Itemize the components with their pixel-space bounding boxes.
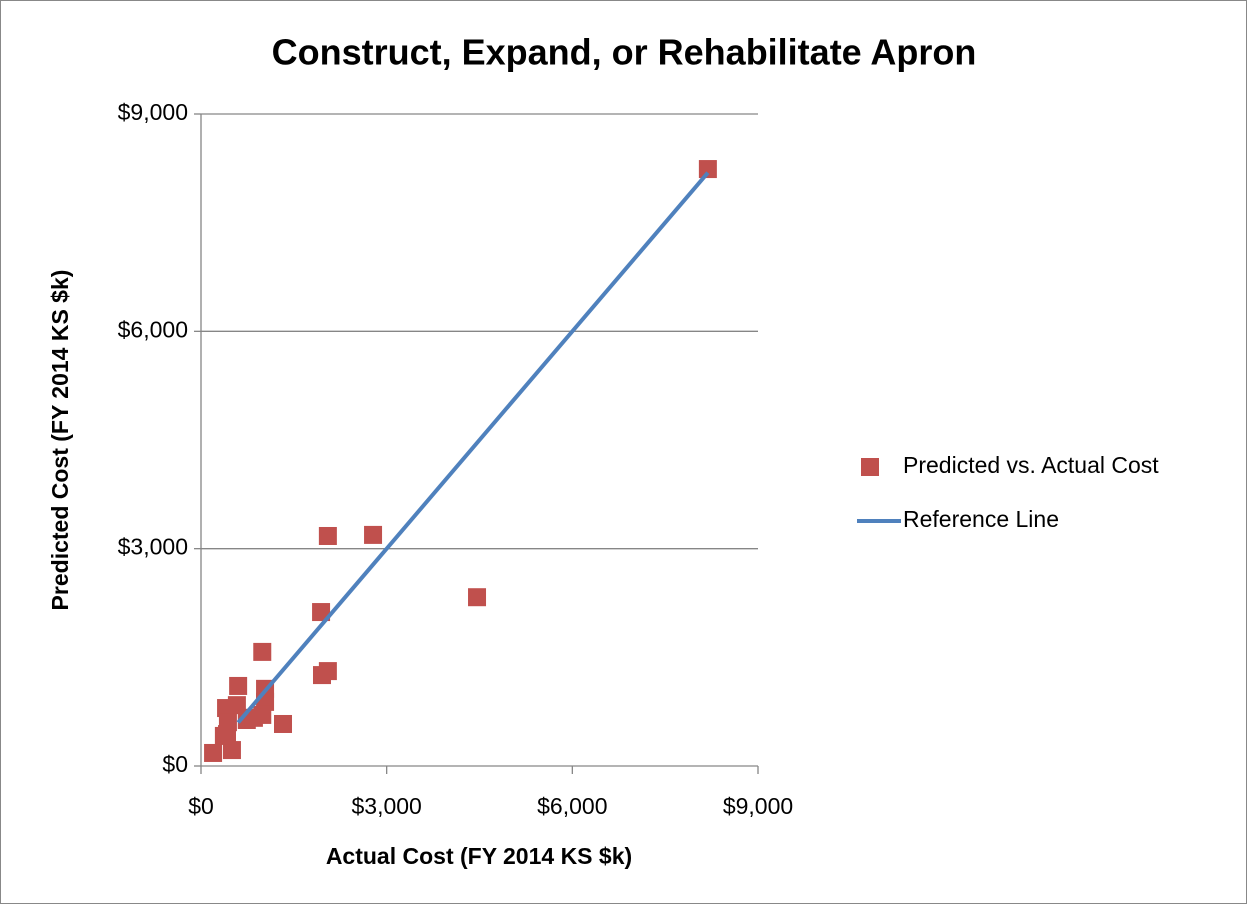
scatter-point xyxy=(244,708,263,727)
scatter-point xyxy=(222,741,241,760)
x-tick-label: $9,000 xyxy=(723,793,793,819)
x-tick-label: $6,000 xyxy=(537,793,607,819)
y-axis-label: Predicted Cost (FY 2014 KS $k) xyxy=(47,270,73,611)
reference-line xyxy=(236,171,710,724)
scatter-point xyxy=(217,699,236,718)
scatter-point xyxy=(468,588,487,607)
y-tick-label: $9,000 xyxy=(118,99,188,125)
y-tick-label: $3,000 xyxy=(118,534,188,560)
scatter-point xyxy=(253,642,272,661)
chart-title: Construct, Expand, or Rehabilitate Apron xyxy=(272,32,977,73)
scatter-point xyxy=(318,662,337,681)
x-axis-label: Actual Cost (FY 2014 KS $k) xyxy=(326,843,632,869)
legend-label: Predicted vs. Actual Cost xyxy=(903,452,1159,478)
scatter-point xyxy=(204,743,223,762)
legend-label: Reference Line xyxy=(903,506,1059,532)
legend-marker xyxy=(861,458,879,476)
scatter-point xyxy=(318,526,337,545)
scatter-point xyxy=(312,603,331,622)
scatter-point xyxy=(214,726,233,745)
scatter-point xyxy=(274,714,293,733)
scatter-point xyxy=(364,525,383,544)
x-tick-label: $0 xyxy=(188,793,214,819)
scatter-point xyxy=(229,676,248,695)
y-tick-label: $0 xyxy=(162,751,188,777)
x-tick-label: $3,000 xyxy=(351,793,421,819)
y-tick-label: $6,000 xyxy=(118,316,188,342)
scatter-point xyxy=(698,160,717,179)
